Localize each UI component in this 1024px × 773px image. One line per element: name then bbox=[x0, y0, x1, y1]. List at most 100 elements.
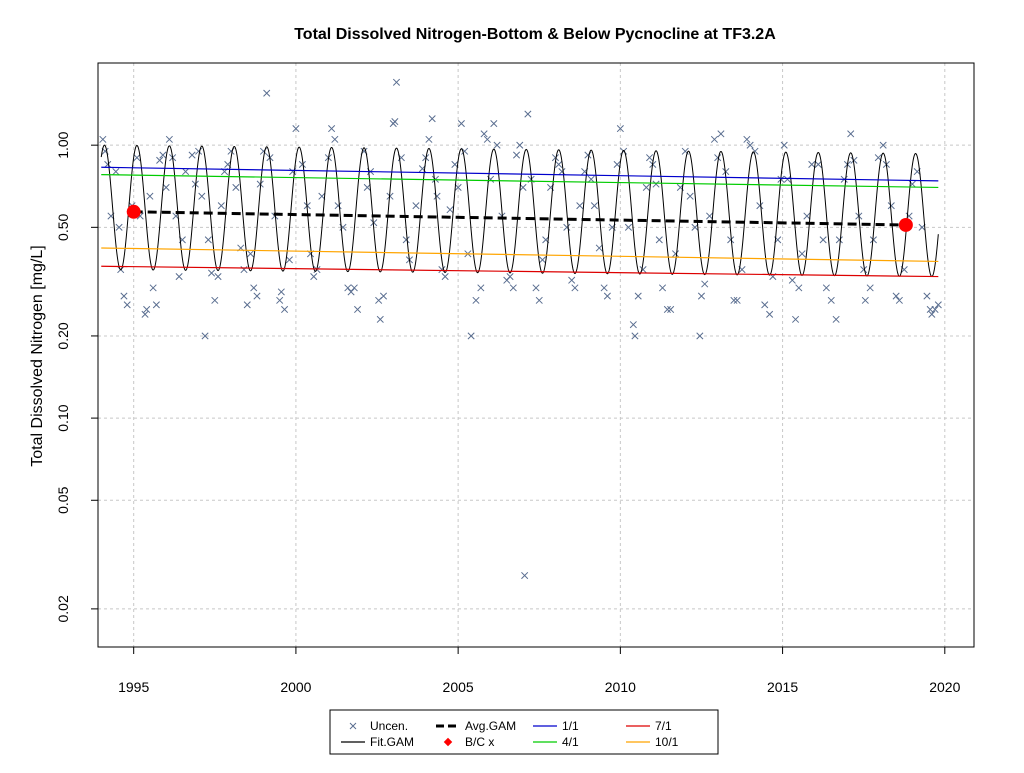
data-point-x bbox=[603, 292, 611, 300]
data-point-x bbox=[717, 130, 725, 138]
data-point-x bbox=[379, 292, 388, 300]
y-tick-label: 1.00 bbox=[55, 131, 71, 158]
data-point-x bbox=[243, 301, 251, 309]
data-point-x bbox=[285, 256, 293, 264]
data-point-x bbox=[701, 280, 709, 288]
legend-label: 10/1 bbox=[655, 735, 679, 749]
data-point-x bbox=[182, 168, 190, 176]
data-point-x bbox=[814, 160, 822, 168]
legend-label: 4/1 bbox=[562, 735, 579, 749]
data-point-x bbox=[558, 168, 566, 176]
legend-label: Avg.GAM bbox=[465, 719, 516, 733]
data-point-x bbox=[931, 305, 939, 314]
data-point-x bbox=[156, 156, 164, 164]
data-point-x bbox=[112, 168, 120, 176]
data-point-x bbox=[822, 284, 830, 292]
data-point-x bbox=[746, 141, 754, 149]
chart-title: Total Dissolved Nitrogen-Bottom & Below … bbox=[294, 26, 776, 43]
data-point-x bbox=[733, 296, 741, 304]
data-point-x bbox=[490, 119, 498, 128]
data-point-x bbox=[832, 315, 840, 323]
y-tick-label: 0.10 bbox=[55, 404, 71, 431]
data-point-x bbox=[334, 202, 342, 210]
data-point-x bbox=[204, 236, 212, 244]
data-point-x bbox=[240, 266, 248, 274]
data-point-x bbox=[433, 192, 441, 200]
data-point-x bbox=[133, 154, 141, 162]
data-point-x bbox=[646, 154, 654, 162]
data-point-x bbox=[751, 147, 759, 155]
data-point-x bbox=[697, 292, 706, 300]
line-jan1 bbox=[101, 166, 939, 182]
legend-box bbox=[329, 709, 719, 755]
data-point-x bbox=[402, 236, 410, 244]
y-tick-label: 0.05 bbox=[55, 486, 71, 513]
data-point-x bbox=[792, 315, 800, 323]
data-point-x bbox=[658, 284, 667, 292]
data-point-x bbox=[783, 175, 791, 183]
data-point-x bbox=[634, 292, 642, 300]
data-point-x bbox=[149, 284, 157, 292]
fit-gam-layer bbox=[100, 144, 939, 278]
data-point-x bbox=[551, 154, 560, 162]
fit-gam-line bbox=[100, 144, 939, 278]
line-jul1 bbox=[101, 265, 939, 278]
data-point-x bbox=[571, 284, 579, 292]
avg-gam-line bbox=[133, 210, 906, 227]
x-tick-label: 1995 bbox=[118, 679, 149, 695]
data-point-x bbox=[292, 125, 300, 133]
data-point-x bbox=[780, 141, 788, 149]
data-point-x bbox=[363, 183, 371, 191]
data-point-x bbox=[246, 250, 255, 258]
y-tick-label: 0.50 bbox=[55, 213, 71, 240]
seasonal-lines-layer bbox=[101, 166, 939, 278]
data-point-x bbox=[524, 110, 532, 118]
data-point-x bbox=[281, 305, 289, 314]
data-point-x bbox=[629, 321, 637, 329]
data-point-x bbox=[671, 250, 680, 258]
data-point-x bbox=[198, 192, 206, 200]
data-point-x bbox=[795, 284, 803, 292]
data-point-x bbox=[310, 273, 318, 281]
data-point-x bbox=[655, 236, 663, 244]
legend-label: B/C x bbox=[465, 735, 494, 749]
data-point-x bbox=[472, 296, 480, 304]
data-point-x bbox=[590, 202, 598, 210]
data-point-x bbox=[613, 160, 621, 168]
data-point-x bbox=[152, 301, 160, 309]
x-tick-label: 2005 bbox=[443, 679, 474, 695]
data-point-x bbox=[347, 288, 355, 296]
data-point-x bbox=[175, 273, 183, 281]
data-point-x bbox=[120, 292, 128, 300]
data-point-x bbox=[208, 269, 216, 277]
data-point-x bbox=[631, 332, 639, 340]
data-point-x bbox=[509, 284, 517, 292]
data-point-x bbox=[934, 301, 942, 309]
axis-ticks: 1995 2000 2005 2010 2015 2020 0.02 0.05 0.10 0.20… bbox=[55, 131, 961, 695]
data-point-x bbox=[624, 223, 633, 231]
data-point-x bbox=[835, 236, 843, 244]
data-point-x bbox=[441, 273, 449, 281]
data-point-x bbox=[847, 130, 855, 138]
legend-symbol-dot bbox=[443, 737, 453, 747]
data-point-x bbox=[710, 135, 718, 143]
data-point-x bbox=[214, 273, 222, 281]
data-point-x bbox=[568, 276, 576, 284]
data-point-x bbox=[195, 147, 203, 155]
grid-lines bbox=[98, 63, 974, 647]
data-point-x bbox=[162, 183, 170, 191]
line-oct1 bbox=[101, 247, 939, 263]
data-point-x bbox=[165, 135, 173, 143]
data-point-x bbox=[642, 183, 650, 191]
legend-label: 1/1 bbox=[562, 719, 579, 733]
data-point-x bbox=[331, 135, 339, 143]
y-tick-label: 0.02 bbox=[55, 595, 71, 622]
data-point-x bbox=[391, 118, 399, 126]
data-point-x bbox=[727, 236, 735, 244]
data-point-x bbox=[879, 141, 887, 149]
data-point-x bbox=[115, 223, 123, 231]
data-point-x bbox=[892, 292, 900, 300]
data-point-x bbox=[576, 202, 584, 210]
